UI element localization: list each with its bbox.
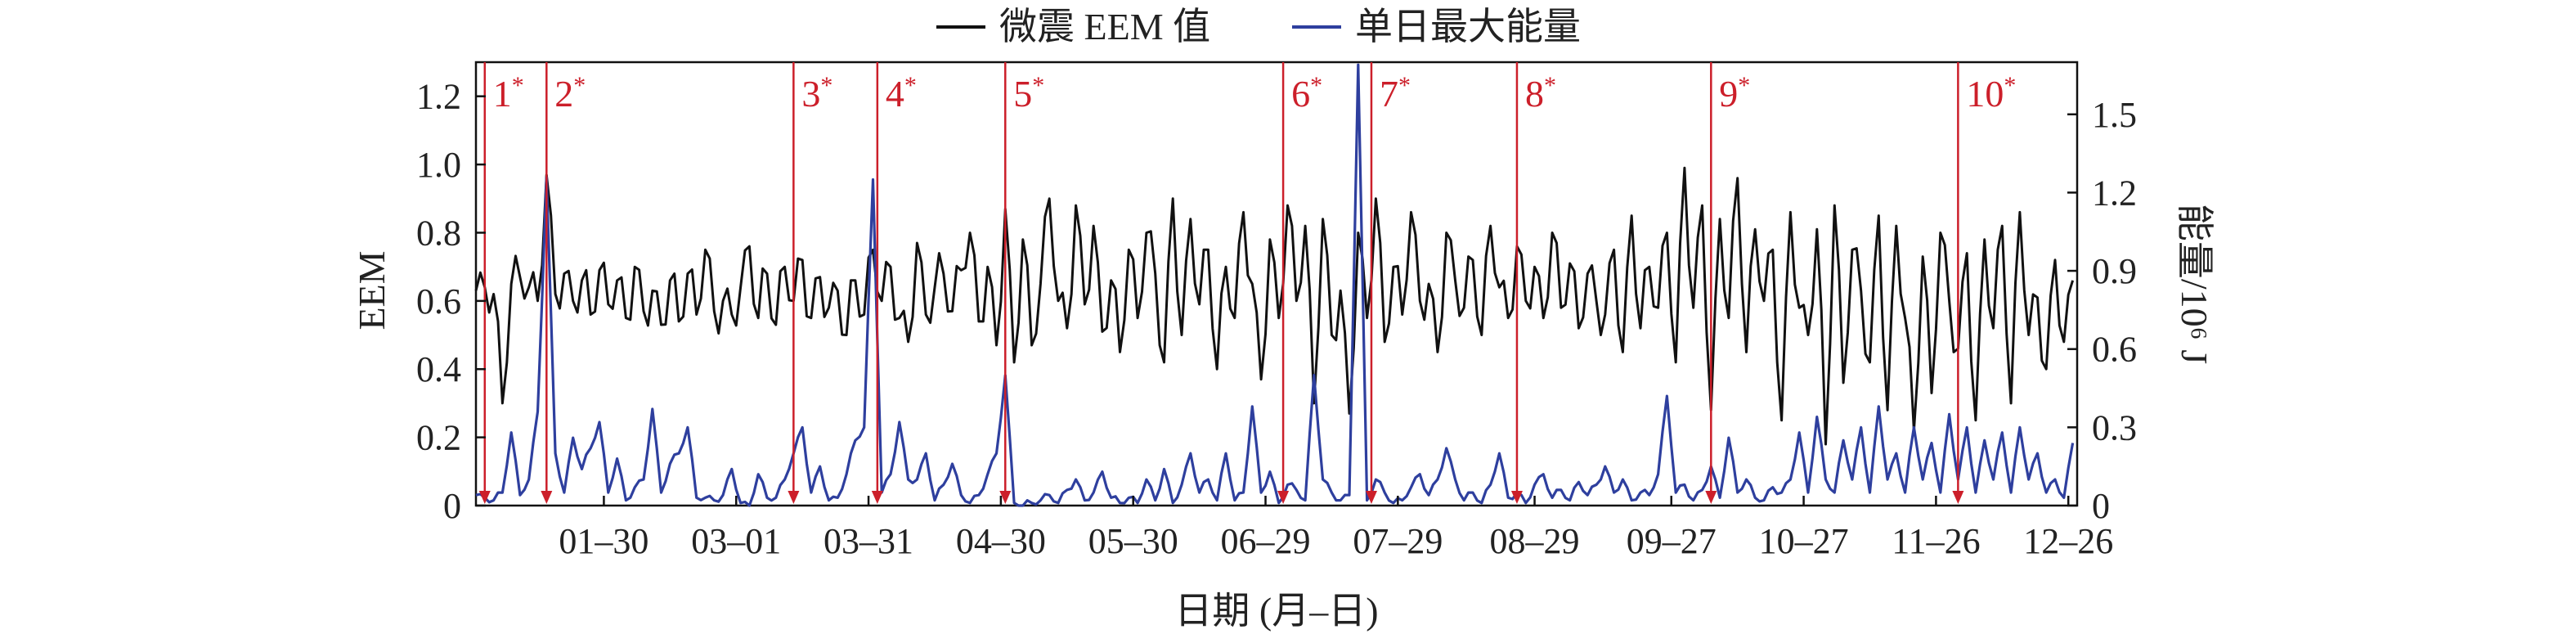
event-arrow (871, 491, 883, 504)
y-axis-right-label: 能量/10⁶ J (2174, 204, 2215, 364)
event-arrow (788, 491, 800, 504)
event-markers: 1* 2* 3* 4* 5* 6* 7* 8* 9* 10* (478, 62, 2016, 504)
x-tick-label: 03–01 (691, 521, 781, 561)
event-arrow (541, 491, 553, 504)
event-label: 2* (554, 72, 586, 115)
event-arrow (999, 491, 1012, 504)
event-label: 1* (493, 72, 524, 115)
y-left-tick-label: 1.0 (416, 145, 461, 185)
x-axis-label: 日期 (月–日) (1174, 590, 1378, 632)
event-arrow (1705, 491, 1717, 504)
event-label: 4* (886, 72, 917, 115)
y-right-tick-label: 0.3 (2092, 407, 2137, 447)
y-left-tick-label: 1.2 (416, 77, 461, 117)
x-tick-label: 01–30 (559, 521, 648, 561)
legend: 微震 EEM 值 单日最大能量 (936, 6, 1581, 47)
event-label: 9* (1719, 72, 1750, 115)
event-label: 7* (1380, 72, 1411, 115)
y-right-tick-label: 0.9 (2092, 251, 2137, 291)
event-arrow (1365, 491, 1377, 504)
data-layer (474, 63, 2075, 507)
x-tick-label: 06–29 (1221, 521, 1311, 561)
y-left-tick-label: 0 (443, 486, 461, 526)
axes: 0 0.2 0.4 0.6 0.8 1.0 1.2 0 0.3 0.6 0.9 1.2 1.5 01–30… (416, 77, 2137, 561)
event-label: 5* (1013, 72, 1044, 115)
y-left-tick-label: 0.2 (416, 418, 461, 458)
x-tick-label: 07–29 (1353, 521, 1443, 561)
y-right-tick-label: 0.6 (2092, 330, 2137, 370)
y-axis-left-label: EEM (351, 250, 393, 330)
event-label: 10* (1966, 72, 2016, 115)
event-arrow (1277, 491, 1290, 504)
legend-label-eem: 微震 EEM 值 (999, 6, 1210, 47)
event-arrow (478, 491, 491, 504)
legend-label-energy: 单日最大能量 (1355, 6, 1581, 47)
series-line-eem (474, 166, 2075, 446)
x-tick-label: 05–30 (1088, 521, 1178, 561)
event-arrow (1510, 491, 1523, 504)
y-left-tick-label: 0.8 (416, 213, 461, 253)
event-label: 6* (1291, 72, 1322, 115)
event-label: 8* (1525, 72, 1556, 115)
x-tick-label: 08–29 (1490, 521, 1580, 561)
y-left-tick-label: 0.6 (416, 281, 461, 322)
x-tick-label: 10–27 (1759, 521, 1849, 561)
plot-frame (474, 61, 2079, 507)
y-right-tick-label: 1.5 (2092, 95, 2137, 135)
y-right-tick-label: 0 (2092, 486, 2110, 526)
x-tick-label: 12–26 (2023, 521, 2113, 561)
x-tick-label: 04–30 (956, 521, 1046, 561)
x-tick-label: 11–26 (1892, 521, 1980, 561)
series-line-energy (475, 63, 2075, 507)
event-label: 3* (801, 72, 832, 115)
y-right-tick-label: 1.2 (2092, 173, 2137, 213)
x-tick-label: 03–31 (824, 521, 913, 561)
event-arrow (1952, 491, 1964, 504)
y-left-tick-label: 0.4 (416, 349, 461, 389)
x-tick-label: 09–27 (1627, 521, 1717, 561)
